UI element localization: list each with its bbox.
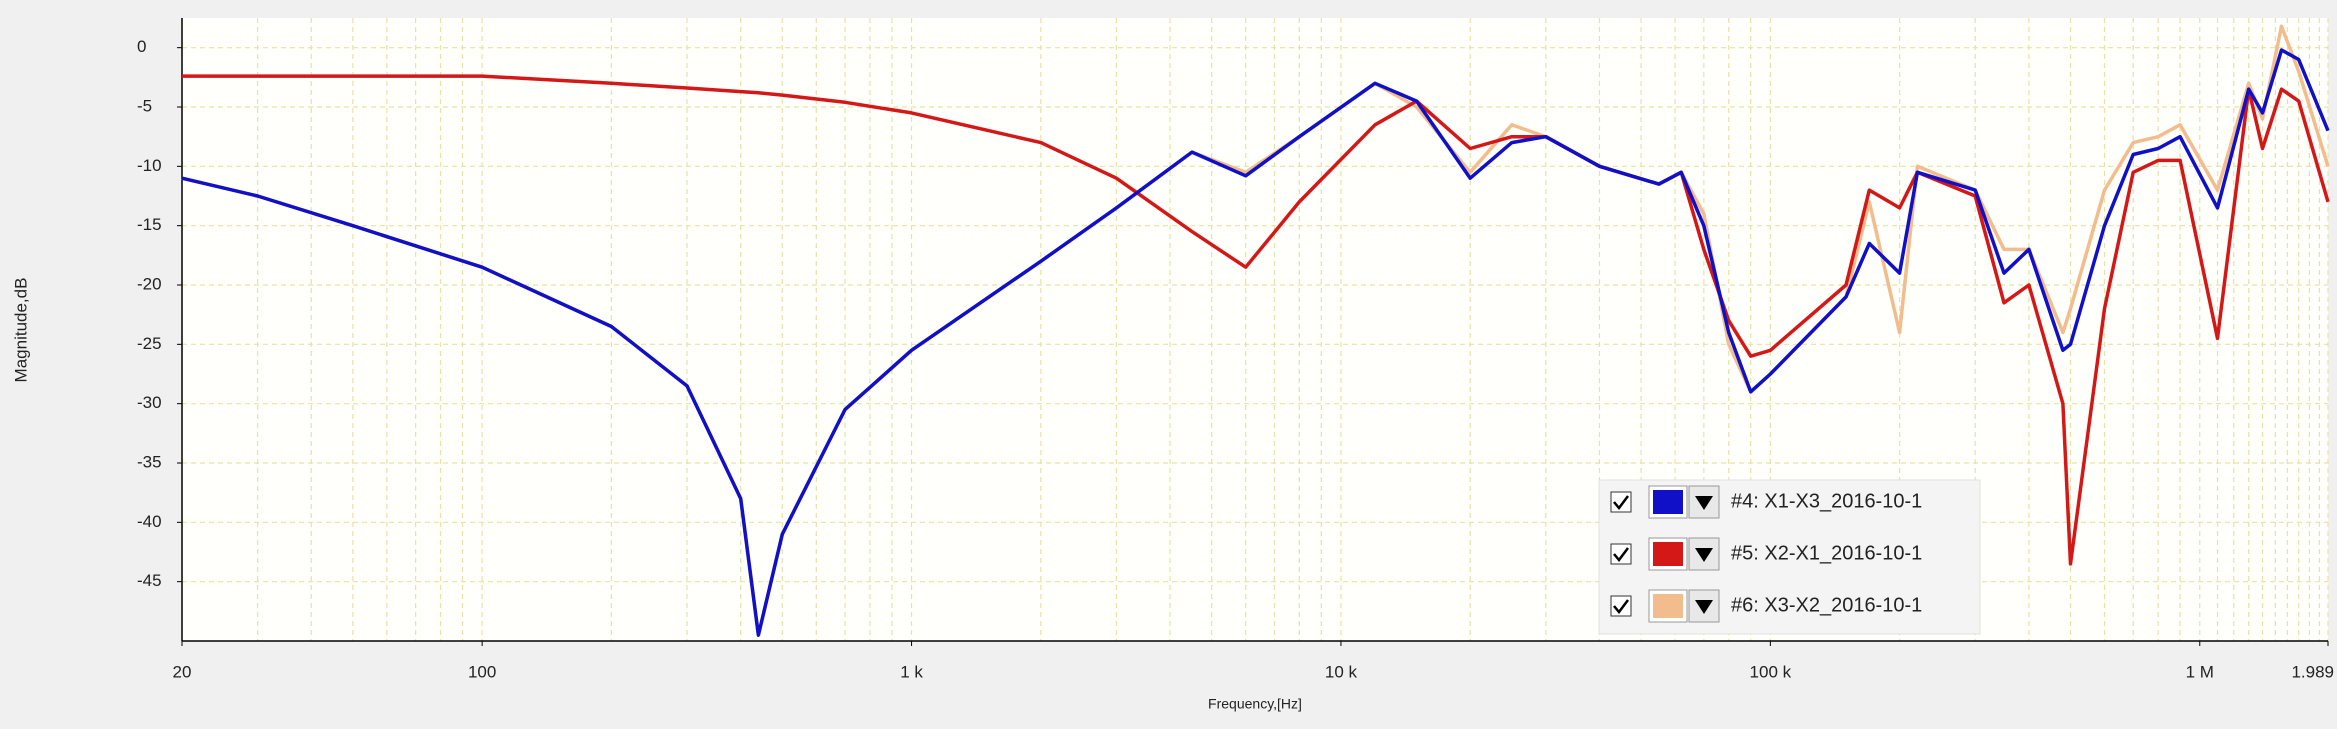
legend-check[interactable] — [1613, 495, 1629, 511]
series-line — [181, 48, 2330, 637]
y-tick-label: -25 — [137, 334, 162, 353]
x-axis-label: Frequency,[Hz] — [1208, 696, 1302, 712]
y-tick-label: 0 — [137, 37, 146, 56]
legend-color[interactable] — [1653, 594, 1683, 618]
y-tick-label: -15 — [137, 215, 162, 234]
x-tick-label: 10 k — [1325, 662, 1358, 681]
legend-label: #4: X1-X3_2016-10-1 — [1731, 490, 1922, 512]
x-tick-label: 100 k — [1750, 662, 1792, 681]
y-tick-label: -40 — [137, 512, 162, 531]
plot-area — [182, 18, 2328, 641]
y-tick-label: -5 — [137, 96, 152, 115]
y-tick-label: -35 — [137, 452, 162, 471]
y-tick-label: -45 — [137, 571, 162, 590]
legend-label: #6: X3-X2_2016-10-1 — [1731, 594, 1922, 616]
legend-color[interactable] — [1653, 542, 1683, 566]
x-tick-label: 20 — [173, 662, 192, 681]
y-tick-label: -30 — [137, 393, 162, 412]
x-tick-label: 1.989 — [2291, 662, 2334, 681]
legend-arrow[interactable] — [1695, 600, 1713, 614]
y-tick-label: -10 — [137, 156, 162, 175]
legend-check[interactable] — [1613, 547, 1629, 563]
legend-check[interactable] — [1613, 599, 1629, 615]
x-tick-label: 1 M — [2186, 662, 2214, 681]
legend-arrow[interactable] — [1695, 496, 1713, 510]
y-axis-label: Magnitude,dB — [11, 278, 30, 383]
y-tick-label: -20 — [137, 274, 162, 293]
legend-color[interactable] — [1653, 490, 1683, 514]
x-tick-label: 1 k — [900, 662, 923, 681]
legend: #4: X1-X3_2016-10-1 #5: X2-X1_2016-10-1 #6… — [1598, 479, 1981, 635]
legend-dropdown[interactable] — [1688, 485, 1720, 519]
legend-arrow[interactable] — [1695, 548, 1713, 562]
x-tick-label: 100 — [468, 662, 496, 681]
legend-label: #5: X2-X1_2016-10-1 — [1731, 542, 1922, 564]
